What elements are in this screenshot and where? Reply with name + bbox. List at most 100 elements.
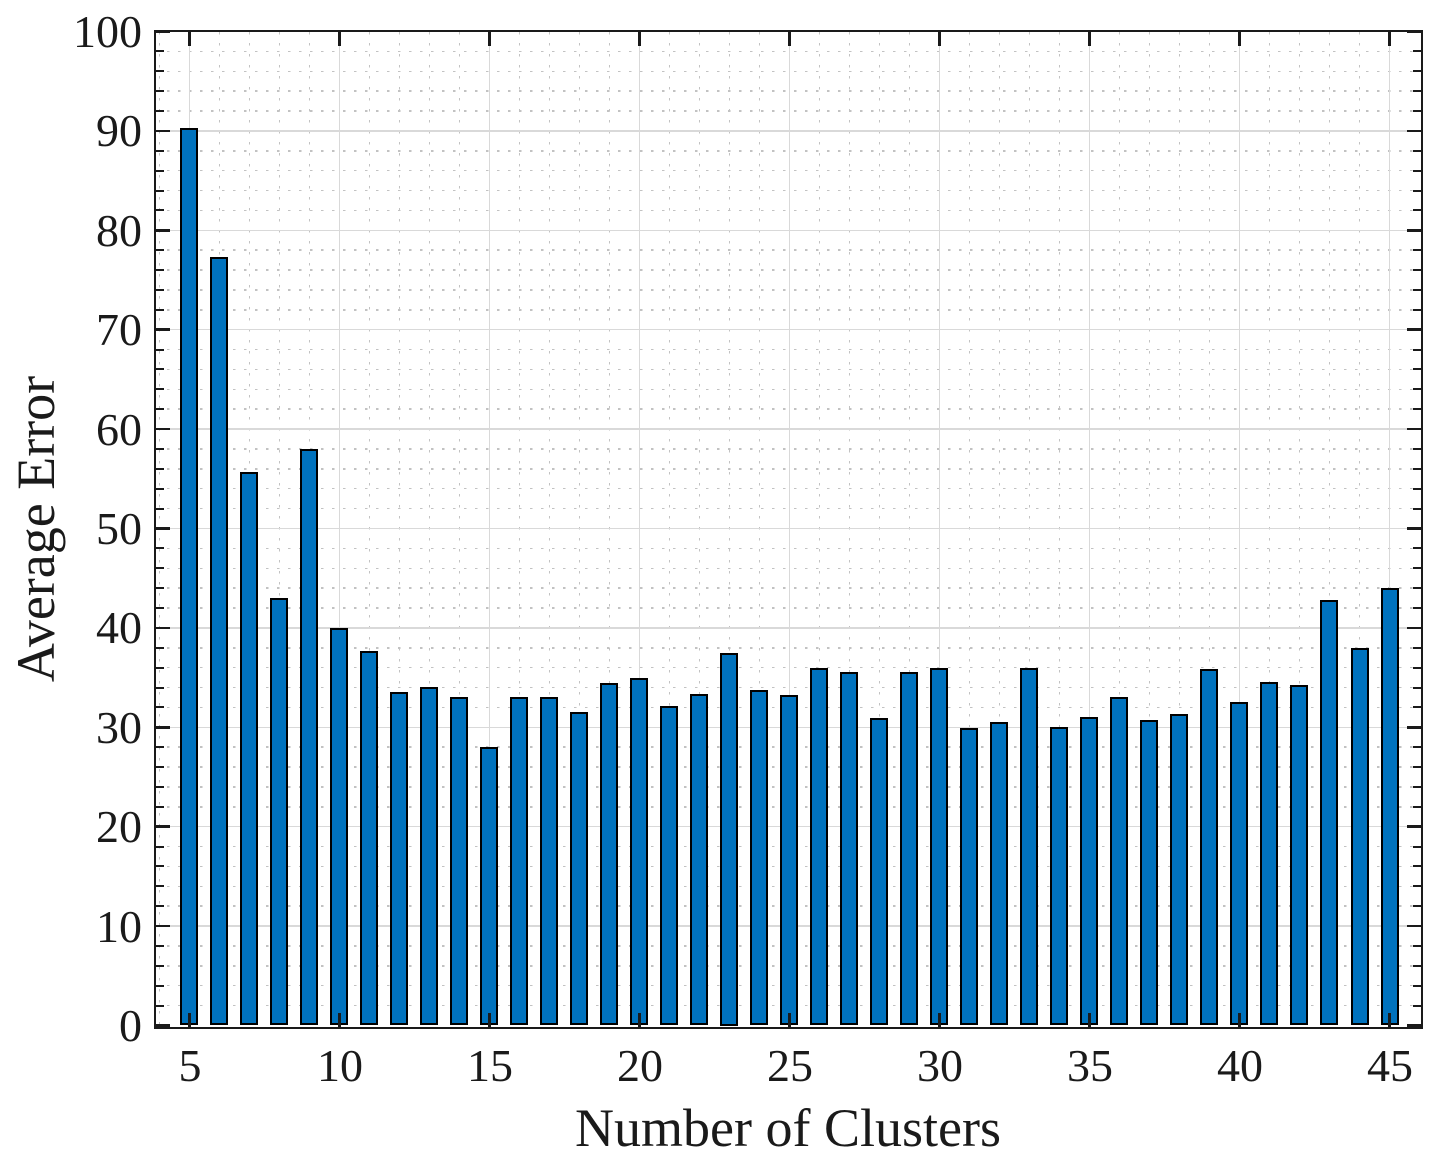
y-tick-label: 80 xyxy=(96,204,142,256)
bar-x28 xyxy=(870,718,889,1026)
y-minor-tick-right xyxy=(1412,785,1421,788)
bar-x18 xyxy=(570,712,589,1026)
major-gridline-h xyxy=(155,527,1421,530)
y-minor-tick-right xyxy=(1412,766,1421,769)
y-minor-tick-left xyxy=(155,706,164,709)
x-major-tick-top xyxy=(1088,31,1091,46)
bar-x17 xyxy=(540,697,559,1026)
y-minor-tick-left xyxy=(155,646,164,649)
y-major-tick-left xyxy=(155,30,170,33)
y-minor-tick-left xyxy=(155,149,164,152)
y-minor-tick-right xyxy=(1412,308,1421,311)
y-minor-tick-right xyxy=(1412,487,1421,490)
minor-gridline-h xyxy=(155,647,1421,649)
y-minor-tick-right xyxy=(1412,90,1421,93)
minor-gridline-h xyxy=(155,547,1421,550)
x-tick-label: 40 xyxy=(1216,1040,1263,1091)
y-tick-label: 10 xyxy=(96,900,142,952)
minor-gridline-h xyxy=(155,487,1421,490)
bar-x24 xyxy=(750,689,769,1026)
minor-gridline-h xyxy=(155,448,1421,450)
minor-gridline-h xyxy=(155,309,1421,311)
y-major-tick-left xyxy=(155,427,170,431)
y-major-tick-right xyxy=(1406,924,1421,928)
minor-gridline-h xyxy=(155,70,1421,72)
y-tick-label: 0 xyxy=(119,1000,142,1051)
x-tick-label: 15 xyxy=(466,1040,513,1091)
y-major-tick-left xyxy=(155,1024,170,1027)
bar-x9 xyxy=(300,448,319,1026)
y-major-tick-left xyxy=(155,328,170,331)
bar-x23 xyxy=(720,652,739,1026)
y-minor-tick-right xyxy=(1412,388,1421,391)
y-minor-tick-left xyxy=(155,408,164,411)
y-minor-tick-left xyxy=(155,845,164,848)
minor-gridline-h xyxy=(155,209,1421,212)
y-minor-tick-right xyxy=(1412,607,1421,610)
y-minor-tick-right xyxy=(1412,686,1421,689)
y-major-tick-left xyxy=(155,527,170,530)
x-major-tick-top xyxy=(1388,31,1391,46)
y-minor-tick-right xyxy=(1412,805,1421,808)
bar-x42 xyxy=(1290,684,1309,1026)
bar-x19 xyxy=(600,682,619,1026)
bar-x41 xyxy=(1260,681,1279,1026)
x-major-tick-top xyxy=(788,31,791,46)
bar-x29 xyxy=(900,671,919,1026)
major-gridline-h xyxy=(155,627,1421,629)
minor-gridline-h xyxy=(155,50,1421,53)
y-minor-tick-left xyxy=(155,666,164,669)
y-minor-tick-left xyxy=(155,984,164,987)
y-minor-tick-right xyxy=(1412,249,1421,252)
y-minor-tick-left xyxy=(155,1004,164,1007)
y-major-tick-right xyxy=(1406,1024,1421,1027)
minor-gridline-h xyxy=(155,249,1421,251)
y-minor-tick-left xyxy=(155,766,164,769)
y-minor-tick-right xyxy=(1412,885,1421,888)
y-minor-tick-left xyxy=(155,70,164,73)
y-major-tick-left xyxy=(155,726,170,729)
y-major-tick-left xyxy=(155,229,170,232)
major-gridline-h xyxy=(155,130,1421,132)
y-minor-tick-left xyxy=(155,467,164,470)
y-minor-tick-left xyxy=(155,269,164,272)
y-major-tick-right xyxy=(1406,229,1421,232)
y-minor-tick-left xyxy=(155,368,164,371)
minor-gridline-h xyxy=(155,507,1421,510)
bar-x27 xyxy=(840,671,859,1026)
y-minor-tick-right xyxy=(1412,567,1421,570)
y-minor-tick-right xyxy=(1412,706,1421,709)
x-major-tick-top xyxy=(488,31,491,46)
y-minor-tick-right xyxy=(1412,587,1421,590)
bar-x44 xyxy=(1350,647,1369,1026)
bar-x12 xyxy=(390,691,409,1026)
minor-gridline-h xyxy=(155,189,1421,192)
y-major-tick-right xyxy=(1406,626,1421,630)
y-minor-tick-right xyxy=(1412,905,1421,908)
x-major-tick-bottom xyxy=(188,1012,191,1027)
y-minor-tick-left xyxy=(155,348,164,351)
y-minor-tick-left xyxy=(155,746,164,749)
minor-gridline-h xyxy=(155,368,1421,371)
y-minor-tick-right xyxy=(1412,845,1421,848)
y-tick-label: 70 xyxy=(96,304,142,356)
minor-gridline-h xyxy=(155,666,1421,669)
y-minor-tick-left xyxy=(155,308,164,311)
x-tick-label: 25 xyxy=(766,1040,813,1091)
minor-gridline-h xyxy=(155,468,1421,470)
y-minor-tick-right xyxy=(1412,149,1421,152)
y-minor-tick-left xyxy=(155,944,164,947)
x-major-tick-bottom xyxy=(488,1012,491,1027)
x-major-tick-bottom xyxy=(638,1012,641,1027)
y-minor-tick-left xyxy=(155,209,164,212)
bar-x16 xyxy=(510,697,529,1026)
y-minor-tick-right xyxy=(1412,666,1421,669)
bar-x36 xyxy=(1110,697,1129,1026)
y-major-tick-right xyxy=(1406,427,1421,431)
bar-x7 xyxy=(240,471,259,1026)
y-major-tick-left xyxy=(155,924,170,928)
x-tick-label: 45 xyxy=(1367,1040,1413,1091)
bar-x26 xyxy=(810,667,829,1026)
major-gridline-h xyxy=(155,428,1421,430)
x-tick-label: 20 xyxy=(616,1040,663,1091)
